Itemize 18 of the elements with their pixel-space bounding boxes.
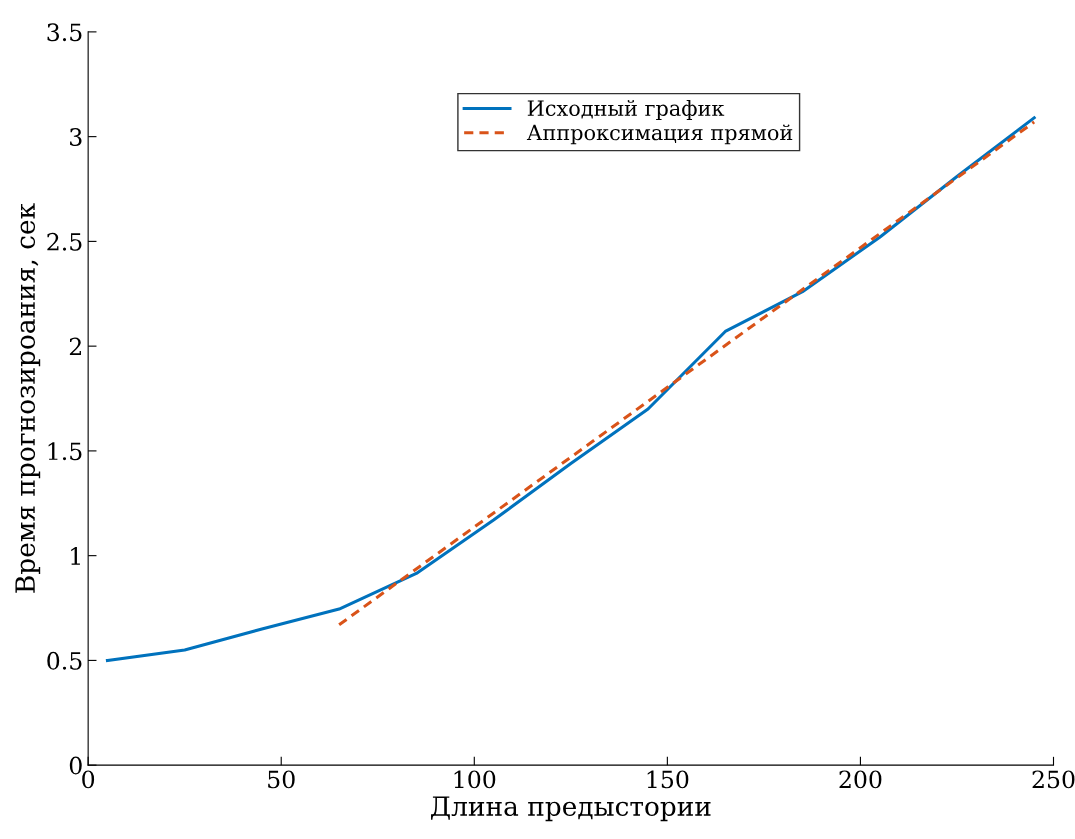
legend-label: Исходный график	[527, 99, 725, 121]
x-tick-label: 200	[839, 770, 882, 789]
x-tick-label: 0	[82, 770, 95, 789]
x-tick-label: 150	[647, 770, 689, 789]
y-tick-label: 1	[71, 547, 80, 565]
y-tick-label: 3.5	[47, 23, 82, 42]
legend-label: Аппроксимация прямой	[526, 124, 793, 145]
y-tick-label: 2.5	[47, 232, 82, 251]
x-tick-label: 100	[454, 770, 496, 789]
y-tick-label: 2	[69, 337, 81, 356]
y-tick-label: 0.5	[47, 651, 82, 670]
y-tick-label: 1.5	[48, 442, 82, 461]
y-tick-label: 3	[70, 128, 82, 146]
x-tick-label: 250	[1032, 770, 1075, 789]
y-axis-title: Время прогнозироания, сек	[15, 203, 41, 593]
y-tick-label: 0	[69, 756, 82, 775]
x-axis-title: Длина предыстории	[431, 796, 711, 822]
x-tick-label: 50	[268, 770, 295, 789]
